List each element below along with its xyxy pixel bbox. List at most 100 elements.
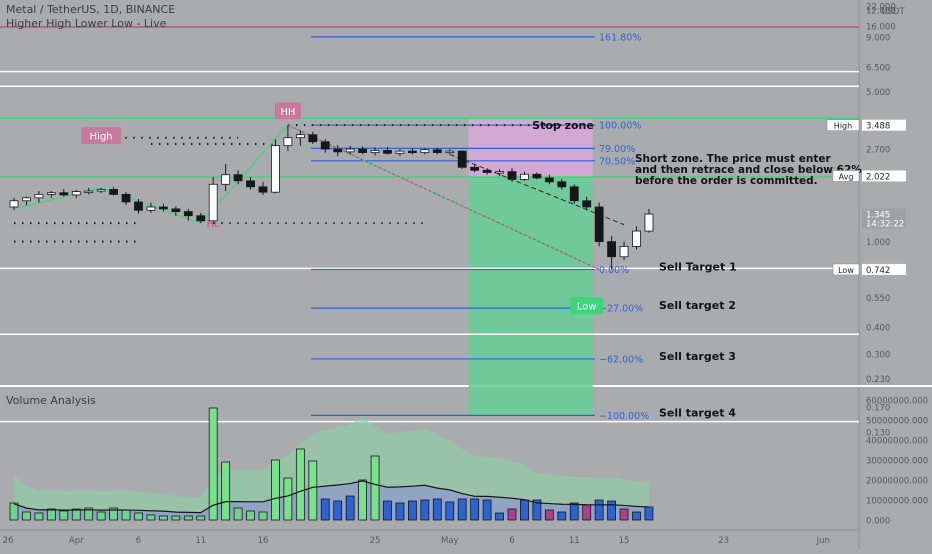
candle-body[interactable] — [295, 134, 305, 139]
candle-body[interactable] — [22, 197, 31, 202]
volume-bar[interactable] — [134, 512, 143, 521]
candle-body[interactable] — [46, 192, 56, 195]
candle-body[interactable] — [407, 150, 417, 154]
candle-body[interactable] — [520, 173, 529, 180]
candles[interactable] — [9, 125, 654, 270]
candle-body[interactable] — [420, 149, 430, 153]
candle-body[interactable] — [569, 186, 579, 202]
candle-body[interactable] — [308, 134, 318, 143]
volume-bar[interactable] — [445, 501, 455, 521]
volume-bar[interactable] — [532, 499, 542, 521]
volume-bar[interactable] — [582, 504, 592, 521]
candle-body[interactable] — [158, 206, 168, 210]
volume-bar[interactable] — [594, 499, 604, 521]
volume-bar[interactable] — [271, 459, 280, 521]
volume-bar[interactable] — [619, 508, 629, 521]
candle-body[interactable] — [96, 189, 106, 192]
candle-body[interactable] — [457, 150, 467, 168]
volume-bar[interactable] — [121, 509, 131, 521]
candle-body[interactable] — [644, 213, 654, 232]
candle-body[interactable] — [370, 150, 380, 153]
volume-pane[interactable]: 60000000.000 50000000.000 40000000.000 3000… — [9, 397, 928, 527]
time-axis[interactable]: 26 Apr 6 11 16 25 May 6 11 15 23 Jun — [3, 536, 830, 546]
volume-bar[interactable] — [482, 499, 492, 521]
price-scale-panel[interactable] — [859, 0, 932, 550]
volume-bar[interactable] — [557, 511, 567, 521]
volume-bar[interactable] — [407, 500, 417, 521]
candle-body[interactable] — [196, 215, 206, 222]
volume-bar[interactable] — [34, 512, 44, 521]
candle-body[interactable] — [445, 150, 455, 154]
volume-bar[interactable] — [196, 515, 206, 521]
candle-body[interactable] — [495, 171, 504, 174]
volume-bar[interactable] — [96, 511, 106, 521]
candle-body[interactable] — [432, 149, 442, 153]
candle-body[interactable] — [71, 191, 81, 196]
volume-bar[interactable] — [569, 502, 579, 521]
candle-body[interactable] — [532, 173, 542, 179]
volume-bar[interactable] — [71, 508, 81, 521]
volume-bar[interactable] — [345, 495, 355, 521]
volume-bar[interactable] — [158, 515, 168, 521]
volume-bar[interactable] — [9, 502, 19, 521]
candle-body[interactable] — [9, 200, 19, 208]
volume-bar[interactable] — [208, 407, 218, 521]
candle-body[interactable] — [59, 192, 69, 196]
indicator-title[interactable]: Higher High Lower Low - Live — [6, 17, 167, 30]
volume-bar[interactable] — [84, 507, 94, 521]
candle-body[interactable] — [482, 169, 492, 173]
volume-bar[interactable] — [395, 502, 405, 521]
volume-bar[interactable] — [470, 498, 480, 521]
candle-body[interactable] — [345, 148, 355, 153]
volume-bar[interactable] — [221, 461, 231, 521]
candle-body[interactable] — [320, 141, 330, 150]
volume-bar[interactable] — [544, 509, 554, 521]
candle-body[interactable] — [146, 206, 156, 211]
candle-body[interactable] — [208, 183, 218, 222]
volume-bar[interactable] — [358, 479, 368, 521]
candle-body[interactable] — [134, 201, 143, 211]
candle-body[interactable] — [395, 150, 405, 154]
volume-bar[interactable] — [283, 477, 293, 521]
volume-bar[interactable] — [109, 507, 118, 521]
volume-bar[interactable] — [59, 510, 69, 521]
candle-body[interactable] — [544, 177, 554, 183]
candle-body[interactable] — [582, 200, 592, 208]
volume-bar[interactable] — [420, 499, 430, 521]
candle-body[interactable] — [271, 145, 280, 193]
candle-body[interactable] — [109, 189, 118, 195]
volume-bar[interactable] — [383, 500, 392, 521]
candle-body[interactable] — [246, 180, 255, 188]
candle-body[interactable] — [84, 190, 94, 193]
volume-bar[interactable] — [520, 499, 529, 521]
candle-body[interactable] — [470, 166, 480, 171]
candle-body[interactable] — [34, 193, 44, 199]
volume-bar[interactable] — [320, 498, 330, 521]
candle-body[interactable] — [283, 137, 293, 147]
volume-bar[interactable] — [644, 506, 654, 521]
volume-bar[interactable] — [171, 515, 181, 521]
volume-bar[interactable] — [308, 460, 318, 521]
volume-bar[interactable] — [183, 515, 193, 521]
volume-bar[interactable] — [632, 511, 641, 521]
volume-bar[interactable] — [507, 508, 517, 521]
volume-bar[interactable] — [432, 498, 442, 521]
candle-body[interactable] — [221, 174, 231, 185]
candle-body[interactable] — [619, 246, 629, 258]
volume-bar[interactable] — [457, 498, 467, 521]
volume-bar[interactable] — [246, 510, 255, 521]
volume-bar[interactable] — [607, 500, 616, 521]
volume-bar[interactable] — [295, 448, 305, 521]
candle-body[interactable] — [183, 211, 193, 217]
volume-bar[interactable] — [22, 511, 31, 521]
volume-bar[interactable] — [233, 507, 243, 521]
candle-body[interactable] — [383, 150, 392, 154]
candle-body[interactable] — [507, 171, 517, 180]
candle-body[interactable] — [171, 208, 181, 213]
volume-bar[interactable] — [495, 512, 504, 521]
symbol-title[interactable]: Metal / TetherUS, 1D, BINANCE — [6, 3, 176, 16]
candle-body[interactable] — [233, 174, 243, 182]
volume-panel-title[interactable]: Volume Analysis — [6, 394, 96, 407]
